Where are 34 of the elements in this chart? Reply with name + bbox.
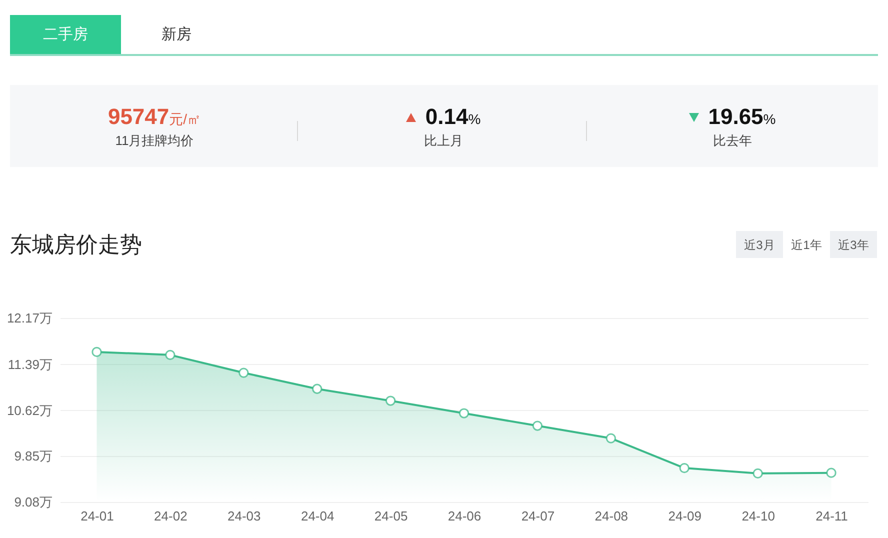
y-tick-label: 12.17万 [6, 310, 52, 326]
stats-panel: 95747元/㎡ 11月挂牌均价 0.14% 比上月 19.65% 比去年 [10, 85, 878, 167]
point [165, 350, 176, 360]
x-tick-label: 24-03 [228, 508, 261, 524]
tab-label: 新房 [162, 26, 192, 44]
point [458, 408, 470, 418]
button-label: 近3年 [838, 236, 869, 254]
y-tick-label: 11.39万 [8, 356, 52, 372]
point [606, 433, 616, 444]
point [532, 420, 543, 431]
x-tick-label: 24-06 [448, 508, 482, 524]
x-tick-label: 24-01 [80, 508, 114, 524]
point [385, 396, 396, 406]
x-tick-label: 24-02 [154, 508, 188, 524]
point [752, 468, 763, 478]
y-tick-label: 9.85万 [14, 448, 52, 464]
x-tick-label: 24-05 [374, 508, 408, 524]
x-tick-label: 24-10 [742, 508, 775, 524]
x-tick-label: 24-08 [594, 508, 628, 524]
x-tick-label: 24-11 [816, 508, 848, 524]
y-tick-label: 10.62万 [6, 402, 52, 418]
point [826, 468, 836, 478]
point [238, 368, 249, 378]
button-label: 近1年 [791, 236, 822, 254]
point [92, 346, 102, 358]
x-tick-label: 24-04 [300, 508, 334, 524]
point [312, 384, 322, 394]
y-tick-label: 9.08万 [14, 494, 52, 510]
x-tick-label: 24-07 [521, 508, 555, 524]
x-tick-label: 24-09 [668, 508, 702, 524]
chart-title: 东城房价走势 [10, 231, 142, 259]
point [679, 462, 690, 474]
button-label: 近3月 [744, 236, 775, 254]
tab-label: 二手房 [43, 26, 88, 44]
